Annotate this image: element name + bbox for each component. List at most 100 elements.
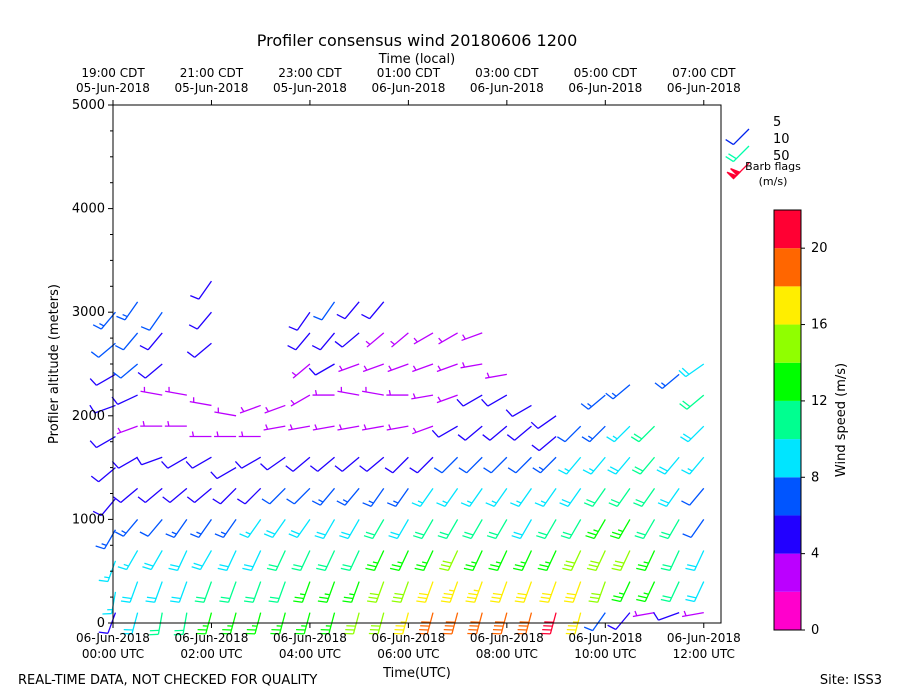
wind-barb	[457, 425, 483, 441]
barb-shaft	[615, 456, 631, 475]
barb-shaft	[290, 394, 311, 407]
barb-full-feather	[608, 502, 618, 507]
barb-half-feather	[473, 589, 479, 592]
barb-full-feather	[465, 564, 475, 568]
colorbar-bin	[774, 248, 801, 287]
barb-shaft	[129, 581, 139, 603]
barb-full-feather	[89, 378, 97, 386]
wind-barb	[214, 519, 237, 539]
wind-barb	[563, 581, 582, 603]
barb-shaft	[301, 581, 311, 603]
barb-shaft	[103, 529, 117, 550]
wind-barb	[339, 519, 360, 540]
y-axis-label: Profiler altitude (meters)	[47, 284, 62, 444]
wind-barb	[562, 550, 582, 572]
wind-barb	[514, 581, 533, 603]
barb-full-feather	[580, 403, 589, 410]
barb-full-feather	[416, 600, 426, 603]
barb-half-feather	[324, 593, 330, 596]
barb-full-feather	[483, 467, 492, 474]
barb-half-feather	[437, 396, 442, 402]
barb-full-feather	[436, 502, 446, 507]
barb-half-feather	[216, 431, 219, 437]
barb-shaft	[252, 581, 262, 603]
barb-shaft	[169, 487, 188, 503]
barb-full-feather	[288, 533, 298, 539]
barb-shaft	[96, 373, 116, 386]
barb-full-feather	[210, 471, 218, 480]
barb-full-feather	[336, 500, 346, 506]
barb-full-feather	[565, 596, 575, 600]
wind-barb	[367, 581, 385, 603]
barb-half-feather	[142, 421, 145, 427]
barb-full-feather	[583, 502, 593, 507]
wind-barb	[312, 389, 335, 396]
barb-shaft	[570, 550, 582, 571]
x-top-tick-time: 01:00 CDT	[377, 66, 441, 80]
barb-shaft	[612, 384, 631, 400]
barb-full-feather	[365, 567, 375, 572]
barb-shaft	[538, 436, 557, 452]
wind-barb	[631, 456, 656, 475]
barb-shaft	[597, 581, 606, 603]
barb-full-feather	[440, 564, 451, 568]
barb-full-feather	[311, 344, 321, 351]
barb-half-feather	[618, 592, 625, 595]
wind-barb	[214, 431, 237, 438]
wind-barb	[293, 581, 311, 603]
barb-full-feather	[368, 596, 378, 600]
barb-full-feather	[239, 533, 249, 539]
barb-full-feather	[433, 467, 443, 474]
barb-half-feather	[413, 337, 418, 343]
barb-full-feather	[120, 600, 131, 603]
barb-full-feather	[486, 535, 497, 540]
wind-barb	[90, 467, 116, 483]
barb-full-feather	[563, 564, 574, 568]
wind-barb	[136, 456, 163, 466]
barb-full-feather	[606, 436, 615, 443]
wind-barb	[531, 436, 557, 452]
barb-shaft	[269, 487, 286, 505]
barb-shaft	[613, 425, 631, 443]
wind-barb	[286, 487, 311, 505]
barb-shaft	[447, 550, 459, 571]
wind-barb	[530, 415, 557, 429]
wind-barb	[630, 425, 655, 443]
barb-shaft	[373, 550, 385, 571]
barb-full-feather	[662, 595, 672, 599]
barb-half-feather	[265, 406, 269, 412]
barb-full-feather	[660, 598, 670, 603]
barb-shaft	[496, 550, 508, 571]
barb-full-feather	[415, 531, 425, 536]
barb-full-feather	[162, 496, 171, 503]
wind-barb	[242, 550, 262, 572]
wind-barb	[659, 519, 680, 540]
barb-full-feather	[168, 567, 178, 572]
wind-barb	[582, 456, 606, 475]
barb-shaft	[344, 487, 360, 506]
barb-shaft	[644, 581, 656, 602]
barb-full-feather	[635, 498, 645, 504]
barb-full-feather	[334, 340, 343, 348]
barb-legend-entry: 5	[725, 115, 781, 146]
barb-legend-label: 50	[773, 149, 790, 164]
wind-barbs	[89, 280, 705, 636]
barb-full-feather	[562, 531, 572, 536]
barb-legend-entry: 50	[726, 149, 790, 180]
wind-barb	[212, 487, 237, 505]
barb-shaft	[436, 363, 458, 373]
barb-shaft	[140, 390, 163, 396]
barb-shaft	[116, 425, 138, 435]
barb-full-feather	[563, 600, 574, 603]
barb-full-feather	[561, 498, 571, 504]
x-bottom-tick-time: 06:00 UTC	[377, 647, 439, 661]
wind-barb	[431, 425, 458, 438]
barb-shaft	[400, 581, 409, 603]
barb-half-feather	[372, 561, 379, 564]
wind-barb	[386, 389, 409, 396]
barb-shaft	[295, 332, 311, 351]
wind-barb	[95, 529, 117, 550]
barb-shaft	[196, 311, 212, 330]
wind-barb	[486, 519, 508, 540]
barb-full-feather	[660, 567, 670, 572]
